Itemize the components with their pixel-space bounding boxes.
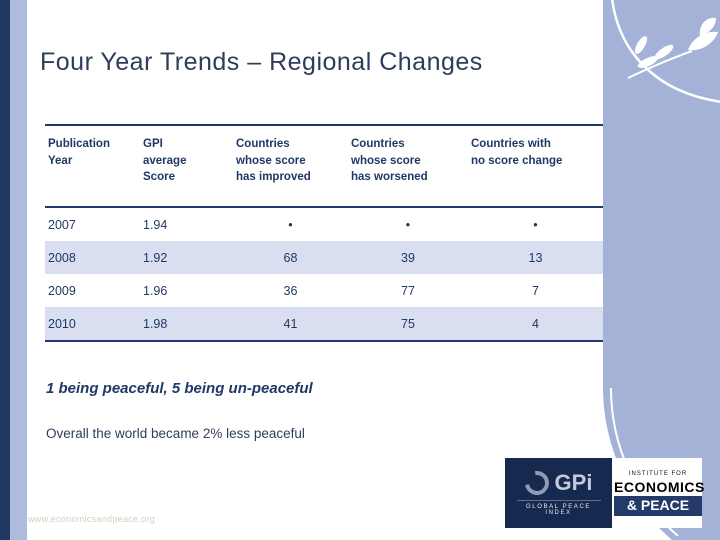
cell-year: 2009 [48,283,76,298]
table-row: 2009 1.96 36 77 7 [45,274,603,307]
dove-icon [627,17,718,79]
cell-no-change: 13 [528,250,543,265]
cell-score: 1.98 [143,316,168,331]
cell-improved: • [288,217,293,232]
table-row: 2010 1.98 41 75 4 [45,307,603,341]
iep-and-peace: & PEACE [614,495,702,516]
left-navy-bar [0,0,10,540]
gpi-logo-top: GPi [519,466,593,500]
col-header-worsened: Countries whose score has worsened [351,138,428,184]
cell-no-change: • [533,217,538,232]
table-row: 2007 1.94 • • • [45,208,603,241]
accent-curve-top [611,0,720,103]
cell-score: 1.92 [143,250,168,265]
gpi-swirl-icon [519,466,554,500]
footer-url: www.economicsandpeace.org [28,514,156,524]
col-header-gpi-average-score: GPI average Score [143,138,187,184]
cell-score: 1.94 [143,217,168,232]
left-blue-strip [10,0,27,540]
gpi-wordmark: GPi [554,470,593,495]
cell-worsened: 39 [401,250,415,265]
table-row: 2008 1.92 68 39 13 [45,241,603,275]
gpi-logo: GPi GLOBAL PEACE INDEX [505,458,612,528]
cell-improved: 36 [283,283,298,298]
scale-note: 1 being peaceful, 5 being un-peaceful [46,380,313,397]
cell-worsened: 77 [401,283,415,298]
cell-year: 2008 [48,250,76,265]
cell-score: 1.96 [143,283,168,298]
col-header-no-change: Countries with no score change [471,138,563,167]
cell-year: 2007 [48,217,76,232]
col-header-improved: Countries whose score has improved [236,138,311,184]
cell-worsened: 75 [401,316,415,331]
cell-worsened: • [405,217,411,232]
gpi-trends-table: Publication Year GPI average Score Count… [45,124,603,343]
page-title: Four Year Trends – Regional Changes [40,48,483,76]
iep-logo: INSTITUTE FOR ECONOMICS & PEACE [614,458,705,528]
cell-improved: 68 [283,250,298,265]
table-header-row: Publication Year GPI average Score Count… [45,126,603,209]
col-header-publication-year: Publication Year [48,138,110,167]
cell-year: 2010 [48,316,76,331]
cell-no-change: 4 [532,316,539,331]
cell-improved: 41 [283,316,298,331]
iep-economics: ECONOMICS [614,478,705,495]
summary-note: Overall the world became 2% less peacefu… [46,426,305,441]
iep-institute-for: INSTITUTE FOR [628,470,688,477]
cell-no-change: 7 [532,283,539,298]
gpi-caption: GLOBAL PEACE INDEX [516,500,601,516]
